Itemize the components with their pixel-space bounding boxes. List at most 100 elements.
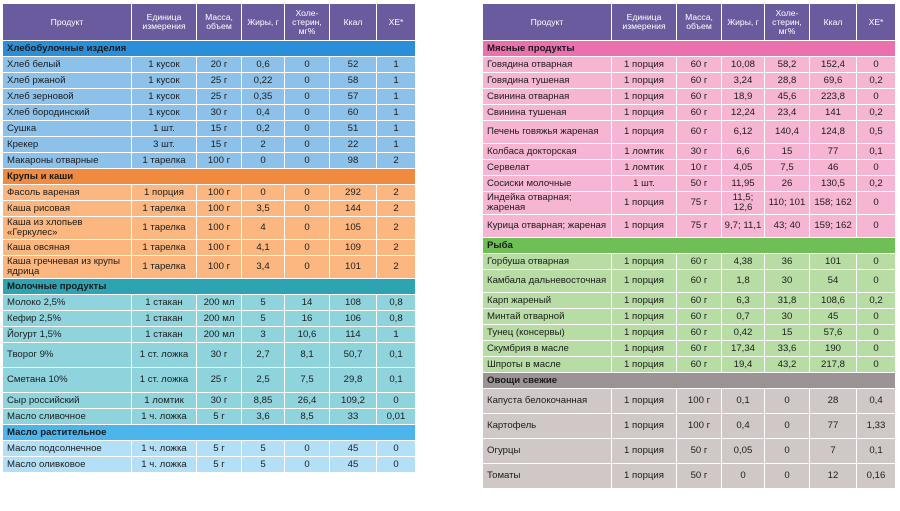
cell-mass: 75 г xyxy=(677,215,721,237)
cell-fat: 17,34 xyxy=(722,341,764,356)
cell-product: Сосиски молочные xyxy=(483,176,611,191)
cell-unit: 1 тарелка xyxy=(132,240,196,255)
table-row: Кефир 2,5% 1 стакан 200 мл 5 16 106 0,8 xyxy=(3,311,415,326)
cell-mass: 50 г xyxy=(677,464,721,488)
cell-cholesterol: 7,5 xyxy=(285,368,329,392)
header-cholesterol: Холе-стерин, мг% xyxy=(765,4,809,40)
cell-product: Шпроты в масле xyxy=(483,357,611,372)
cell-product: Курица отварная; жареная xyxy=(483,215,611,237)
cell-product: Огурцы xyxy=(483,439,611,463)
cell-fat: 11,95 xyxy=(722,176,764,191)
cell-kcal: 292 xyxy=(330,185,376,200)
table-row: Хлеб ржаной 1 кусок 25 г 0,22 0 58 1 xyxy=(3,73,415,88)
cell-unit: 1 стакан xyxy=(132,311,196,326)
cell-cholesterol: 0 xyxy=(285,137,329,152)
cell-xe: 0,2 xyxy=(857,293,895,308)
cell-fat: 10,08 xyxy=(722,57,764,72)
table-row: Колбаса докторская 1 ломтик 30 г 6,6 15 77 0,1 xyxy=(483,144,895,159)
header-kcal: Ккал xyxy=(810,4,856,40)
cell-kcal: 57,6 xyxy=(810,325,856,340)
cell-product: Хлеб белый xyxy=(3,57,131,72)
table-row: Свинина тушеная 1 порция 60 г 12,24 23,4 141 0… xyxy=(483,105,895,120)
cell-cholesterol: 7,5 xyxy=(765,160,809,175)
cell-kcal: 33 xyxy=(330,409,376,424)
cell-xe: 2 xyxy=(377,201,415,216)
cell-unit: 1 порция xyxy=(612,439,676,463)
cell-unit: 1 порция xyxy=(612,89,676,104)
header-unit: Единица измерения xyxy=(132,4,196,40)
cell-mass: 100 г xyxy=(197,217,241,239)
table-row: Капуста белокочанная 1 порция 100 г 0,1 0 28 0… xyxy=(483,389,895,413)
cell-kcal: 28 xyxy=(810,389,856,413)
cell-mass: 100 г xyxy=(197,153,241,168)
cell-xe: 0 xyxy=(857,254,895,269)
cell-mass: 20 г xyxy=(197,57,241,72)
cell-kcal: 141 xyxy=(810,105,856,120)
cell-fat: 3,5 xyxy=(242,201,284,216)
cell-cholesterol: 58,2 xyxy=(765,57,809,72)
cell-xe: 0,1 xyxy=(857,144,895,159)
cell-product: Минтай отварной xyxy=(483,309,611,324)
cell-fat: 2,7 xyxy=(242,343,284,367)
cell-unit: 1 порция xyxy=(612,215,676,237)
cell-mass: 5 г xyxy=(197,457,241,472)
cell-mass: 100 г xyxy=(197,185,241,200)
table-row: Говядина тушеная 1 порция 60 г 3,24 28,8 69,6… xyxy=(483,73,895,88)
cell-mass: 200 мл xyxy=(197,327,241,342)
cell-unit: 1 порция xyxy=(612,192,676,214)
table-row: Минтай отварной 1 порция 60 г 0,7 30 45 0 xyxy=(483,309,895,324)
cell-kcal: 130,5 xyxy=(810,176,856,191)
table-row: Творог 9% 1 ст. ложка 30 г 2,7 8,1 50,7 0,1 xyxy=(3,343,415,367)
cell-xe: 0 xyxy=(857,192,895,214)
table-row: Сервелат 1 ломтик 10 г 4,05 7,5 46 0 xyxy=(483,160,895,175)
cell-cholesterol: 0 xyxy=(285,441,329,456)
section-gray: Овощи свежие Капуста белокочанная 1 порция… xyxy=(483,373,895,488)
cell-fat: 12,24 xyxy=(722,105,764,120)
cell-xe: 0 xyxy=(857,270,895,292)
cell-xe: 1 xyxy=(377,121,415,136)
cell-kcal: 77 xyxy=(810,414,856,438)
table-row: Скумбрия в масле 1 порция 60 г 17,34 33,6 190… xyxy=(483,341,895,356)
cell-product: Макароны отварные xyxy=(3,153,131,168)
cell-product: Говядина тушеная xyxy=(483,73,611,88)
cell-fat: 0,35 xyxy=(242,89,284,104)
cell-xe: 0,8 xyxy=(377,295,415,310)
cell-cholesterol: 0 xyxy=(285,105,329,120)
cell-kcal: 105 xyxy=(330,217,376,239)
cell-product: Капуста белокочанная xyxy=(483,389,611,413)
cell-unit: 1 порция xyxy=(612,309,676,324)
cell-fat: 6,6 xyxy=(722,144,764,159)
cell-mass: 100 г xyxy=(677,389,721,413)
cell-product: Каша гречневая из крупы ядрица xyxy=(3,256,131,278)
cell-mass: 60 г xyxy=(677,270,721,292)
cell-fat: 0 xyxy=(242,153,284,168)
cell-mass: 25 г xyxy=(197,368,241,392)
cell-fat: 5 xyxy=(242,441,284,456)
cell-unit: 1 ломтик xyxy=(132,393,196,408)
cell-xe: 2 xyxy=(377,185,415,200)
cell-unit: 1 кусок xyxy=(132,73,196,88)
table-row: Хлеб белый 1 кусок 20 г 0,6 0 52 1 xyxy=(3,57,415,72)
cell-cholesterol: 23,4 xyxy=(765,105,809,120)
table-row: Масло сливочное 1 ч. ложка 5 г 3,6 8,5 33 0,01 xyxy=(3,409,415,424)
table-row: Печень говяжья жареная 1 порция 60 г 6,12 14… xyxy=(483,121,895,143)
cell-kcal: 109 xyxy=(330,240,376,255)
category-row: Хлебобулочные изделия xyxy=(3,41,415,56)
cell-cholesterol: 140,4 xyxy=(765,121,809,143)
cell-cholesterol: 0 xyxy=(285,121,329,136)
cell-xe: 1 xyxy=(377,57,415,72)
header-row: Продукт Единица измерения Масса, объем Ж… xyxy=(3,4,415,40)
cell-product: Горбуша отварная xyxy=(483,254,611,269)
cell-mass: 60 г xyxy=(677,254,721,269)
cell-mass: 25 г xyxy=(197,73,241,88)
cell-unit: 1 тарелка xyxy=(132,217,196,239)
cell-kcal: 46 xyxy=(810,160,856,175)
cell-mass: 30 г xyxy=(677,144,721,159)
cell-product: Крекер xyxy=(3,137,131,152)
cell-mass: 5 г xyxy=(197,409,241,424)
cell-cholesterol: 0 xyxy=(285,240,329,255)
cell-xe: 0 xyxy=(857,325,895,340)
cell-fat: 4 xyxy=(242,217,284,239)
category-row: Мясные продукты xyxy=(483,41,895,56)
cell-kcal: 50,7 xyxy=(330,343,376,367)
